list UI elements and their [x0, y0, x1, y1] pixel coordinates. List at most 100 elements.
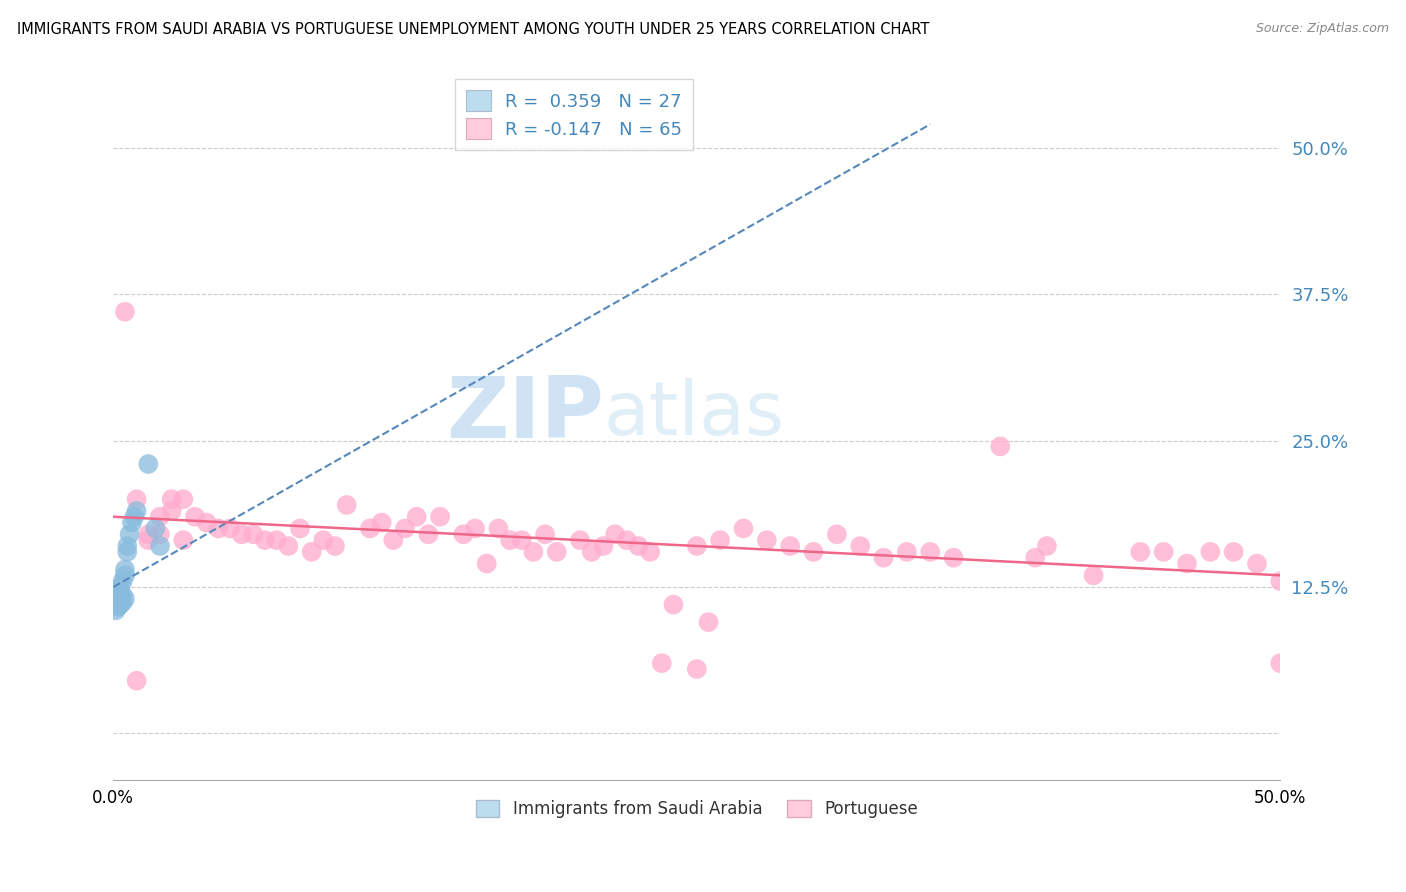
- Point: [136, 457, 159, 471]
- Point: [418, 527, 440, 541]
- Point: [117, 545, 139, 559]
- Point: [149, 539, 172, 553]
- Point: [1083, 568, 1105, 582]
- Point: [534, 527, 557, 541]
- Point: [896, 545, 918, 559]
- Point: [110, 586, 132, 600]
- Point: [592, 539, 614, 553]
- Point: [988, 439, 1011, 453]
- Point: [136, 533, 159, 548]
- Point: [1129, 545, 1152, 559]
- Point: [603, 527, 626, 541]
- Point: [697, 615, 720, 629]
- Point: [1036, 539, 1059, 553]
- Point: [253, 533, 276, 548]
- Point: [136, 527, 159, 541]
- Point: [651, 656, 673, 670]
- Point: [111, 588, 134, 602]
- Point: [107, 588, 129, 602]
- Text: atlas: atlas: [603, 378, 785, 451]
- Point: [323, 539, 346, 553]
- Point: [110, 591, 132, 606]
- Point: [117, 539, 139, 553]
- Point: [107, 599, 129, 614]
- Point: [107, 586, 129, 600]
- Point: [569, 533, 592, 548]
- Point: [453, 527, 475, 541]
- Point: [110, 598, 132, 612]
- Point: [662, 598, 685, 612]
- Point: [114, 591, 136, 606]
- Point: [242, 527, 264, 541]
- Point: [581, 545, 603, 559]
- Point: [475, 557, 498, 571]
- Point: [231, 527, 253, 541]
- Point: [486, 521, 509, 535]
- Point: [546, 545, 568, 559]
- Point: [118, 527, 141, 541]
- Point: [1153, 545, 1175, 559]
- Point: [160, 492, 183, 507]
- Point: [638, 545, 661, 559]
- Point: [1222, 545, 1244, 559]
- Point: [149, 509, 172, 524]
- Point: [207, 521, 229, 535]
- Point: [111, 574, 134, 589]
- Point: [121, 516, 143, 530]
- Point: [114, 568, 136, 582]
- Point: [405, 509, 427, 524]
- Text: Source: ZipAtlas.com: Source: ZipAtlas.com: [1256, 22, 1389, 36]
- Point: [755, 533, 778, 548]
- Point: [288, 521, 311, 535]
- Point: [394, 521, 416, 535]
- Point: [301, 545, 323, 559]
- Point: [1270, 656, 1292, 670]
- Point: [125, 492, 148, 507]
- Point: [104, 603, 127, 617]
- Point: [499, 533, 522, 548]
- Point: [195, 516, 218, 530]
- Point: [522, 545, 544, 559]
- Point: [686, 662, 709, 676]
- Legend: Immigrants from Saudi Arabia, Portuguese: Immigrants from Saudi Arabia, Portuguese: [470, 793, 924, 825]
- Point: [464, 521, 486, 535]
- Point: [359, 521, 381, 535]
- Point: [149, 527, 172, 541]
- Point: [111, 595, 134, 609]
- Point: [104, 595, 127, 609]
- Point: [125, 673, 148, 688]
- Point: [143, 521, 166, 535]
- Point: [779, 539, 801, 553]
- Point: [849, 539, 872, 553]
- Point: [1246, 557, 1268, 571]
- Point: [510, 533, 533, 548]
- Point: [312, 533, 335, 548]
- Point: [920, 545, 942, 559]
- Point: [942, 550, 965, 565]
- Text: ZIP: ZIP: [446, 374, 603, 457]
- Point: [825, 527, 848, 541]
- Point: [336, 498, 359, 512]
- Point: [627, 539, 650, 553]
- Point: [125, 504, 148, 518]
- Point: [733, 521, 755, 535]
- Point: [124, 509, 146, 524]
- Point: [1199, 545, 1222, 559]
- Point: [160, 504, 183, 518]
- Point: [1175, 557, 1198, 571]
- Point: [107, 594, 129, 608]
- Point: [616, 533, 638, 548]
- Point: [104, 598, 127, 612]
- Point: [686, 539, 709, 553]
- Point: [1270, 574, 1292, 589]
- Point: [266, 533, 288, 548]
- Point: [184, 509, 207, 524]
- Point: [114, 562, 136, 576]
- Point: [110, 580, 132, 594]
- Point: [1024, 550, 1046, 565]
- Point: [382, 533, 405, 548]
- Text: IMMIGRANTS FROM SAUDI ARABIA VS PORTUGUESE UNEMPLOYMENT AMONG YOUTH UNDER 25 YEA: IMMIGRANTS FROM SAUDI ARABIA VS PORTUGUE…: [17, 22, 929, 37]
- Point: [104, 591, 127, 606]
- Point: [370, 516, 392, 530]
- Point: [219, 521, 242, 535]
